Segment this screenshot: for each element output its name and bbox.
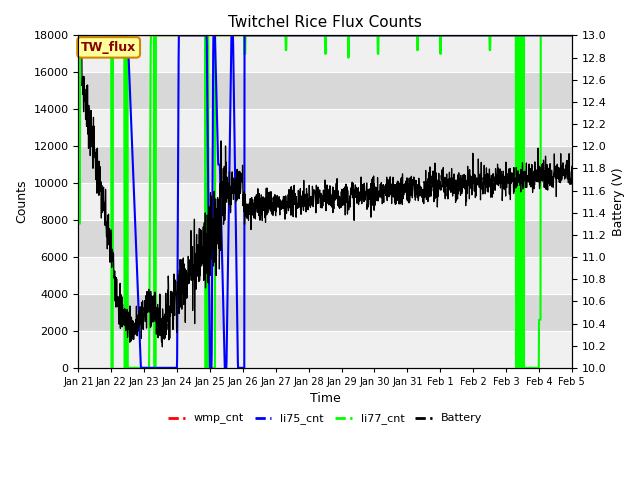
Title: Twitchel Rice Flux Counts: Twitchel Rice Flux Counts: [228, 15, 422, 30]
Legend: wmp_cnt, li75_cnt, li77_cnt, Battery: wmp_cnt, li75_cnt, li77_cnt, Battery: [163, 409, 487, 429]
Bar: [79, 72, 572, 109]
Bar: [79, 220, 572, 257]
Bar: [79, 183, 572, 220]
Bar: [79, 36, 572, 72]
Y-axis label: Counts: Counts: [15, 180, 28, 223]
Bar: [79, 146, 572, 183]
Bar: [79, 331, 572, 368]
Text: TW_flux: TW_flux: [81, 41, 136, 54]
Bar: [79, 257, 572, 294]
Bar: [79, 294, 572, 331]
Bar: [79, 109, 572, 146]
Y-axis label: Battery (V): Battery (V): [612, 167, 625, 236]
X-axis label: Time: Time: [310, 393, 340, 406]
